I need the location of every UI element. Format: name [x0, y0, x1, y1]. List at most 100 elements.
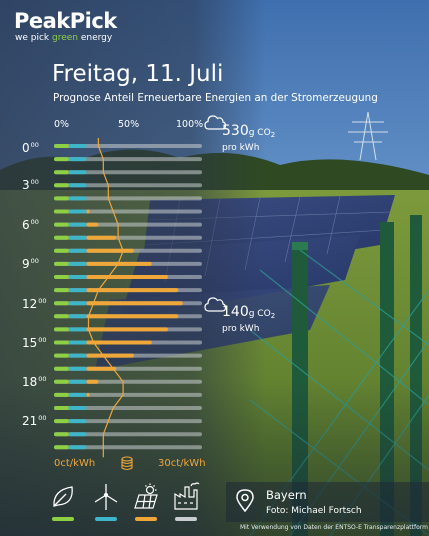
bar-segment: [68, 445, 87, 450]
bar-segment: [68, 432, 87, 437]
bar-segment: [68, 144, 87, 148]
bar-segment: [86, 327, 168, 332]
photo-credit: Foto: Michael Fortsch: [266, 506, 362, 516]
bar-remainder: [54, 445, 202, 450]
bar-segment: [68, 301, 87, 306]
bar-segment: [68, 366, 87, 371]
bar-segment: [54, 209, 69, 214]
bar-remainder: [54, 183, 202, 188]
bar-segment: [68, 340, 87, 345]
co2-high-unit: pro kWh: [222, 143, 260, 153]
solar-panel-icon: [134, 483, 158, 509]
bar-remainder: [54, 432, 202, 437]
bar-segment: [68, 235, 87, 240]
page-title: Freitag, 11. Juli: [52, 61, 224, 87]
bar-segment: [68, 183, 87, 188]
cloud-icon: [204, 297, 226, 312]
bar-remainder: [54, 170, 202, 175]
factory-icon: [174, 482, 200, 510]
legend-bar-teal: [95, 517, 117, 521]
bar-segment: [86, 235, 117, 240]
bar-remainder: [54, 406, 202, 410]
data-source-credit: Mit Verwendung von Daten der ENTSO-E Tra…: [240, 524, 428, 531]
location-panel: [226, 482, 429, 522]
brand-tagline: we pick green energy: [15, 33, 113, 43]
bar-segment: [54, 288, 69, 293]
bar-segment: [86, 366, 117, 371]
location-region: Bayern: [266, 488, 307, 502]
bar-segment: [54, 392, 69, 397]
hour-label: 1500: [22, 336, 47, 350]
bar-segment: [54, 235, 69, 240]
bar-segment: [54, 183, 69, 188]
bar-segment: [54, 445, 69, 450]
price-line: [87, 138, 124, 458]
bar-segment: [68, 327, 87, 332]
location-pin-icon: [236, 489, 254, 513]
bar-remainder: [54, 196, 202, 201]
price-max-label: 30ct/kWh: [158, 458, 206, 469]
axis-label-50: 50%: [118, 119, 140, 130]
bar-segment: [86, 288, 179, 293]
bar-remainder: [54, 392, 202, 397]
bar-segment: [68, 419, 87, 424]
bar-segment: [86, 248, 134, 253]
bar-segment: [86, 301, 183, 306]
bar-segment: [54, 261, 69, 266]
bar-segment: [54, 314, 69, 319]
bar-remainder: [54, 209, 202, 214]
hour-label: 600: [22, 218, 39, 232]
coin-stack-icon: [121, 456, 133, 471]
bar-remainder: [54, 419, 202, 424]
bar-segment: [54, 248, 69, 253]
co2-high-value: 530g CO2: [222, 123, 276, 140]
axis-label-100: 100%: [176, 119, 204, 130]
hour-label: 1200: [22, 297, 47, 311]
bar-segment: [86, 379, 99, 384]
bar-segment: [54, 379, 69, 384]
bar-segment: [54, 196, 69, 201]
bar-remainder: [54, 157, 202, 162]
bar-segment: [86, 275, 168, 279]
bar-segment: [68, 392, 87, 397]
bar-segment: [86, 261, 152, 266]
bar-segment: [86, 222, 99, 227]
bar-segment: [54, 222, 69, 227]
hour-label: 300: [22, 178, 39, 192]
bar-segment: [86, 353, 134, 358]
bar-remainder: [54, 144, 202, 148]
bar-segment: [54, 353, 69, 358]
bar-segment: [86, 392, 90, 397]
hour-label: 2100: [22, 414, 47, 428]
bar-segment: [68, 353, 87, 358]
bar-segment: [86, 209, 90, 214]
wind-turbine-icon: [94, 484, 118, 510]
bar-segment: [86, 314, 179, 319]
bar-segment: [54, 366, 69, 371]
bar-segment: [54, 327, 69, 332]
bar-segment: [54, 406, 69, 410]
price-min-label: 0ct/kWh: [54, 458, 96, 469]
bar-segment: [54, 170, 69, 175]
bar-segment: [68, 314, 87, 319]
bar-segment: [68, 209, 87, 214]
axis-label-0: 0%: [54, 119, 70, 130]
legend-bar-grey: [175, 517, 197, 521]
bar-segment: [68, 288, 87, 293]
legend-bar-green: [52, 517, 74, 521]
co2-low-unit: pro kWh: [222, 324, 260, 334]
bar-segment: [54, 340, 69, 345]
bar-segment: [68, 222, 87, 227]
bar-segment: [54, 419, 69, 424]
bar-segment: [86, 340, 152, 345]
bar-segment: [68, 379, 87, 384]
leaf-icon: [53, 486, 73, 507]
bar-segment: [68, 196, 87, 201]
bar-segment: [54, 301, 69, 306]
bar-segment: [54, 144, 69, 148]
bar-segment: [68, 261, 87, 266]
bar-segment: [68, 275, 87, 279]
